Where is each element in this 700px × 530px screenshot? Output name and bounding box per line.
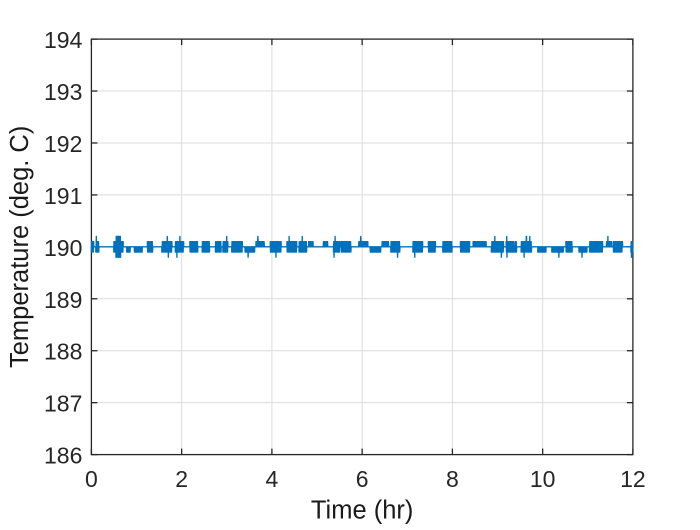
x-tick-label: 12	[620, 466, 646, 492]
y-tick-label: 192	[44, 131, 82, 157]
y-tick-label: 188	[44, 339, 82, 365]
y-tick-label: 190	[44, 235, 82, 261]
tick-labels: 0 2 4 6 8 10 12 186 187 188 189 190 191 192 193 194	[44, 27, 646, 492]
y-tick-label: 193	[44, 79, 82, 105]
x-tick-label: 2	[175, 466, 188, 492]
y-axis-label: Temperature (deg. C)	[6, 126, 34, 368]
x-tick-label: 4	[266, 466, 279, 492]
x-tick-label: 10	[530, 466, 556, 492]
tick-marks	[90, 38, 634, 456]
y-tick-label: 194	[44, 27, 83, 53]
x-axis-label: Time (hr)	[311, 497, 413, 525]
y-tick-label: 189	[44, 287, 82, 313]
y-tick-label: 191	[44, 183, 82, 209]
x-tick-label: 0	[85, 466, 98, 492]
data-series	[90, 235, 634, 258]
temperature-line	[90, 235, 634, 258]
y-tick-label: 187	[44, 391, 82, 417]
x-tick-label: 6	[356, 466, 369, 492]
y-tick-label: 186	[44, 443, 82, 469]
x-tick-label: 8	[446, 466, 459, 492]
